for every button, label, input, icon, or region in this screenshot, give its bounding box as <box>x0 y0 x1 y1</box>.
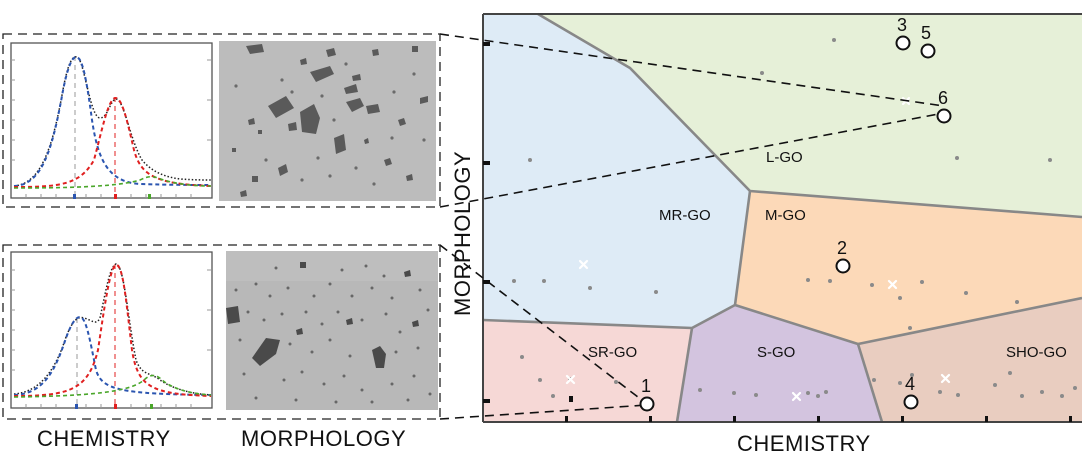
region-label-l-go: L-GO <box>766 149 803 166</box>
sample-square <box>569 396 573 402</box>
region-s-go <box>677 305 882 422</box>
top-spectrum-frame <box>10 42 213 199</box>
region-mr-go <box>483 14 750 328</box>
region-m-go <box>735 191 1082 344</box>
sample-point-4[interactable] <box>903 394 919 410</box>
sample-label-5: 5 <box>921 23 931 43</box>
labeled-samples: 1 2 3 4 5 6 <box>639 15 952 412</box>
region-l-go <box>538 14 1082 217</box>
region-label-sr-go: SR-GO <box>588 344 637 361</box>
top-spectrum-green <box>13 175 212 189</box>
sample-point-6[interactable] <box>936 108 952 124</box>
y-axis-ticks <box>483 42 490 403</box>
sample-label-2: 2 <box>837 238 847 258</box>
bottom-spectrum <box>10 251 213 409</box>
region-label-s-go: S-GO <box>757 344 795 361</box>
region-label-sho-go: SHO-GO <box>1006 344 1067 361</box>
map-x-axis-label: CHEMISTRY <box>737 431 871 456</box>
top-spectrum-envelope <box>13 56 212 187</box>
bottom-micrograph <box>226 251 438 410</box>
top-spectrum <box>10 42 213 199</box>
bottom-spectrum-green <box>13 374 212 398</box>
top-spectrum-red <box>13 97 212 188</box>
sample-label-3: 3 <box>897 15 907 35</box>
sample-point-3[interactable] <box>895 35 911 51</box>
sample-label-6: 6 <box>938 88 948 108</box>
region-sr-go <box>483 320 692 422</box>
sample-point-5[interactable] <box>920 43 936 59</box>
bottom-spectrum-frame <box>10 251 213 409</box>
panel-frames <box>2 33 441 420</box>
map-y-axis-label: MORPHOLOGY <box>450 151 475 316</box>
property-map: 1 2 3 4 5 6 L-GO MR-GO M-GO SR-GO S-GO S… <box>439 12 1082 456</box>
panel-chemistry-label: CHEMISTRY <box>37 426 171 451</box>
sample-panels: CHEMISTRY MORPHOLOGY <box>2 33 441 451</box>
region-sho-go <box>858 298 1082 422</box>
region-borders <box>482 12 1082 423</box>
bottom-spectrum-envelope <box>13 263 212 396</box>
sample-point-1[interactable] <box>639 396 655 412</box>
region-labels: L-GO MR-GO M-GO SR-GO S-GO SHO-GO <box>588 149 1067 361</box>
sample-label-4: 4 <box>905 374 915 394</box>
panel-morphology-label: MORPHOLOGY <box>241 426 406 451</box>
top-spectrum-blue <box>13 55 212 187</box>
region-label-mr-go: MR-GO <box>659 207 711 224</box>
leader-lines <box>439 33 945 420</box>
sample-point-2[interactable] <box>835 258 851 274</box>
sample-label-1: 1 <box>641 376 651 396</box>
top-micrograph <box>219 41 436 201</box>
x-axis-ticks <box>565 416 1072 422</box>
region-label-m-go: M-GO <box>765 207 806 224</box>
